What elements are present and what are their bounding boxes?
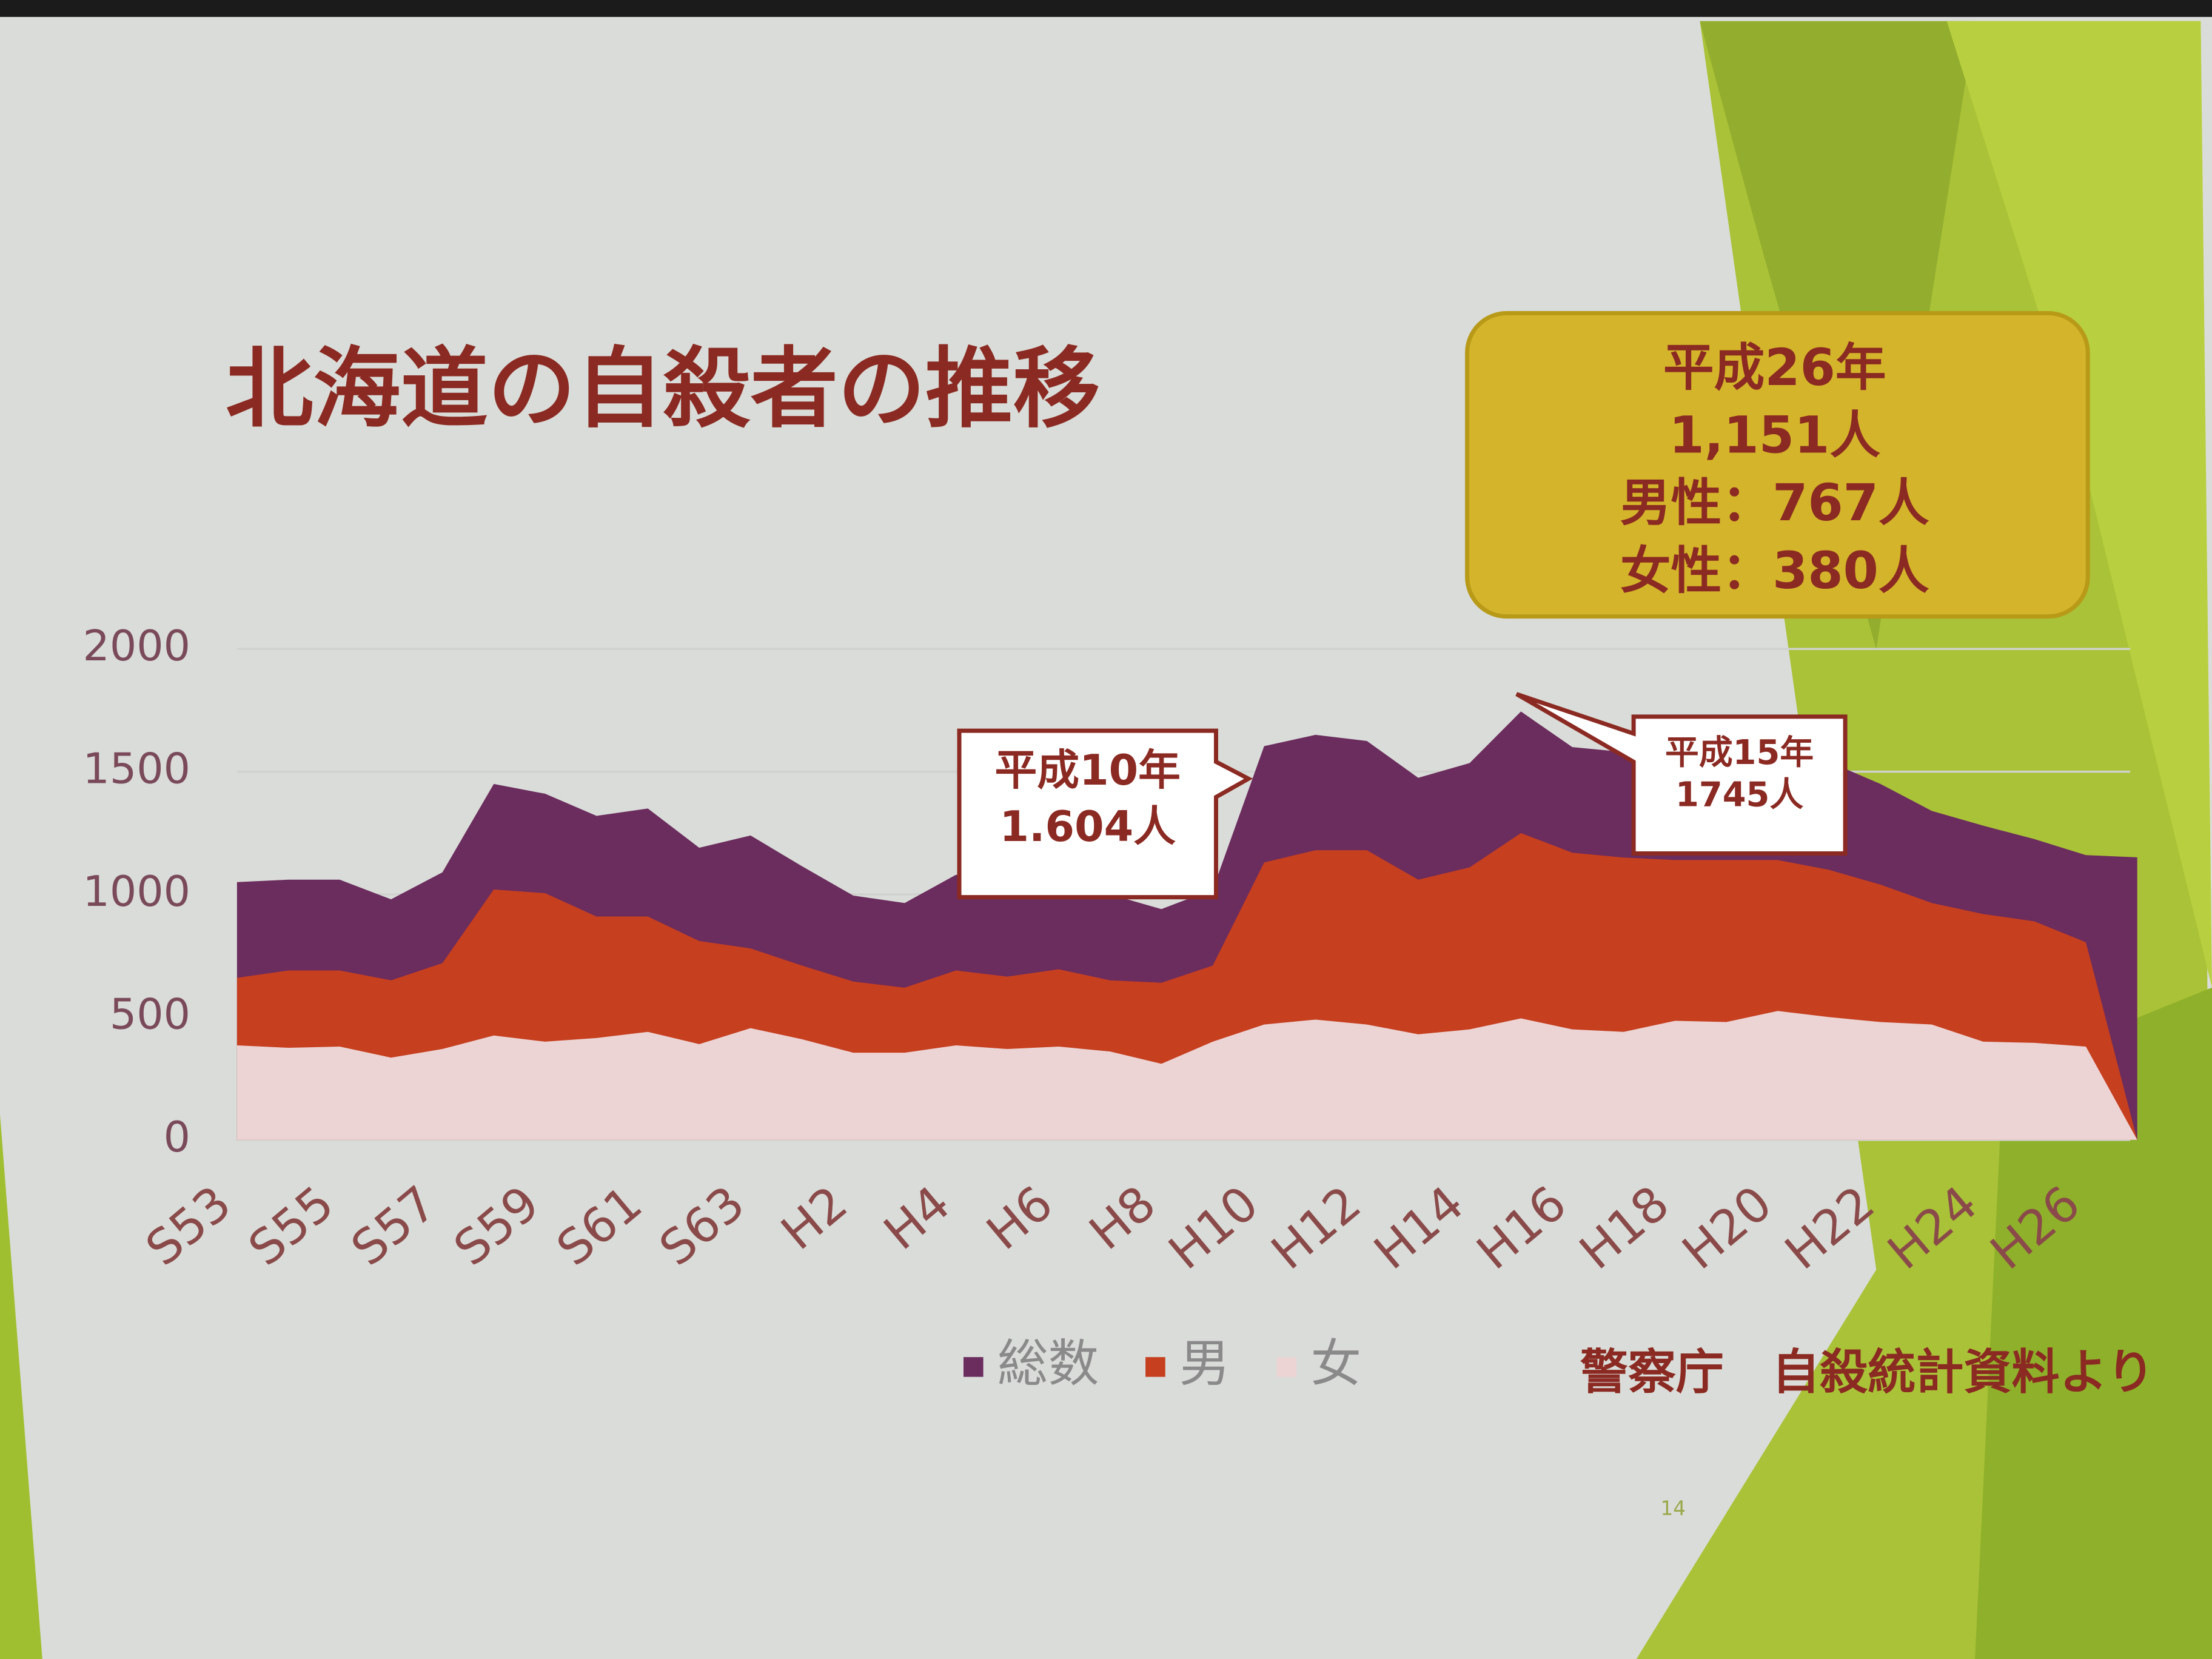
callout-text: 平成10年	[995, 746, 1181, 795]
green-decoration	[1946, 21, 2212, 988]
legend-swatch	[964, 1357, 984, 1377]
callout-text: 平成15年	[1665, 733, 1814, 773]
green-decoration	[1975, 987, 2212, 1659]
page-number: 14	[1661, 1496, 1686, 1520]
callout-box	[957, 728, 1253, 900]
slide-title: 北海道の自殺者の推移	[226, 338, 1100, 440]
y-tick-label: 1500	[82, 745, 190, 794]
callout-text: 1745人	[1675, 776, 1803, 815]
legend-label: 男	[1179, 1333, 1230, 1393]
legend-label: 女	[1310, 1333, 1361, 1393]
y-tick-label: 500	[110, 990, 190, 1039]
summary-box	[1465, 311, 2090, 619]
legend-swatch	[1276, 1357, 1297, 1377]
legend-label: 総数	[997, 1333, 1099, 1393]
y-tick-label: 0	[164, 1113, 190, 1162]
area-series	[236, 1011, 2137, 1140]
summary-line: 平成26年	[1663, 338, 1886, 397]
source-note: 警察庁 自殺統計資料より	[1580, 1344, 2155, 1400]
screen-border	[0, 0, 2212, 17]
y-tick-label: 1000	[82, 867, 190, 916]
legend-swatch	[1145, 1357, 1165, 1377]
summary-line: 女性：380人	[1620, 541, 1929, 600]
callout-box	[1515, 692, 1848, 856]
summary-line: 1,151人	[1669, 405, 1880, 464]
callout-text: 1.604人	[999, 802, 1176, 851]
summary-line: 男性：767人	[1620, 473, 1929, 532]
green-decoration	[0, 1114, 42, 1659]
y-tick-label: 2000	[82, 622, 190, 671]
